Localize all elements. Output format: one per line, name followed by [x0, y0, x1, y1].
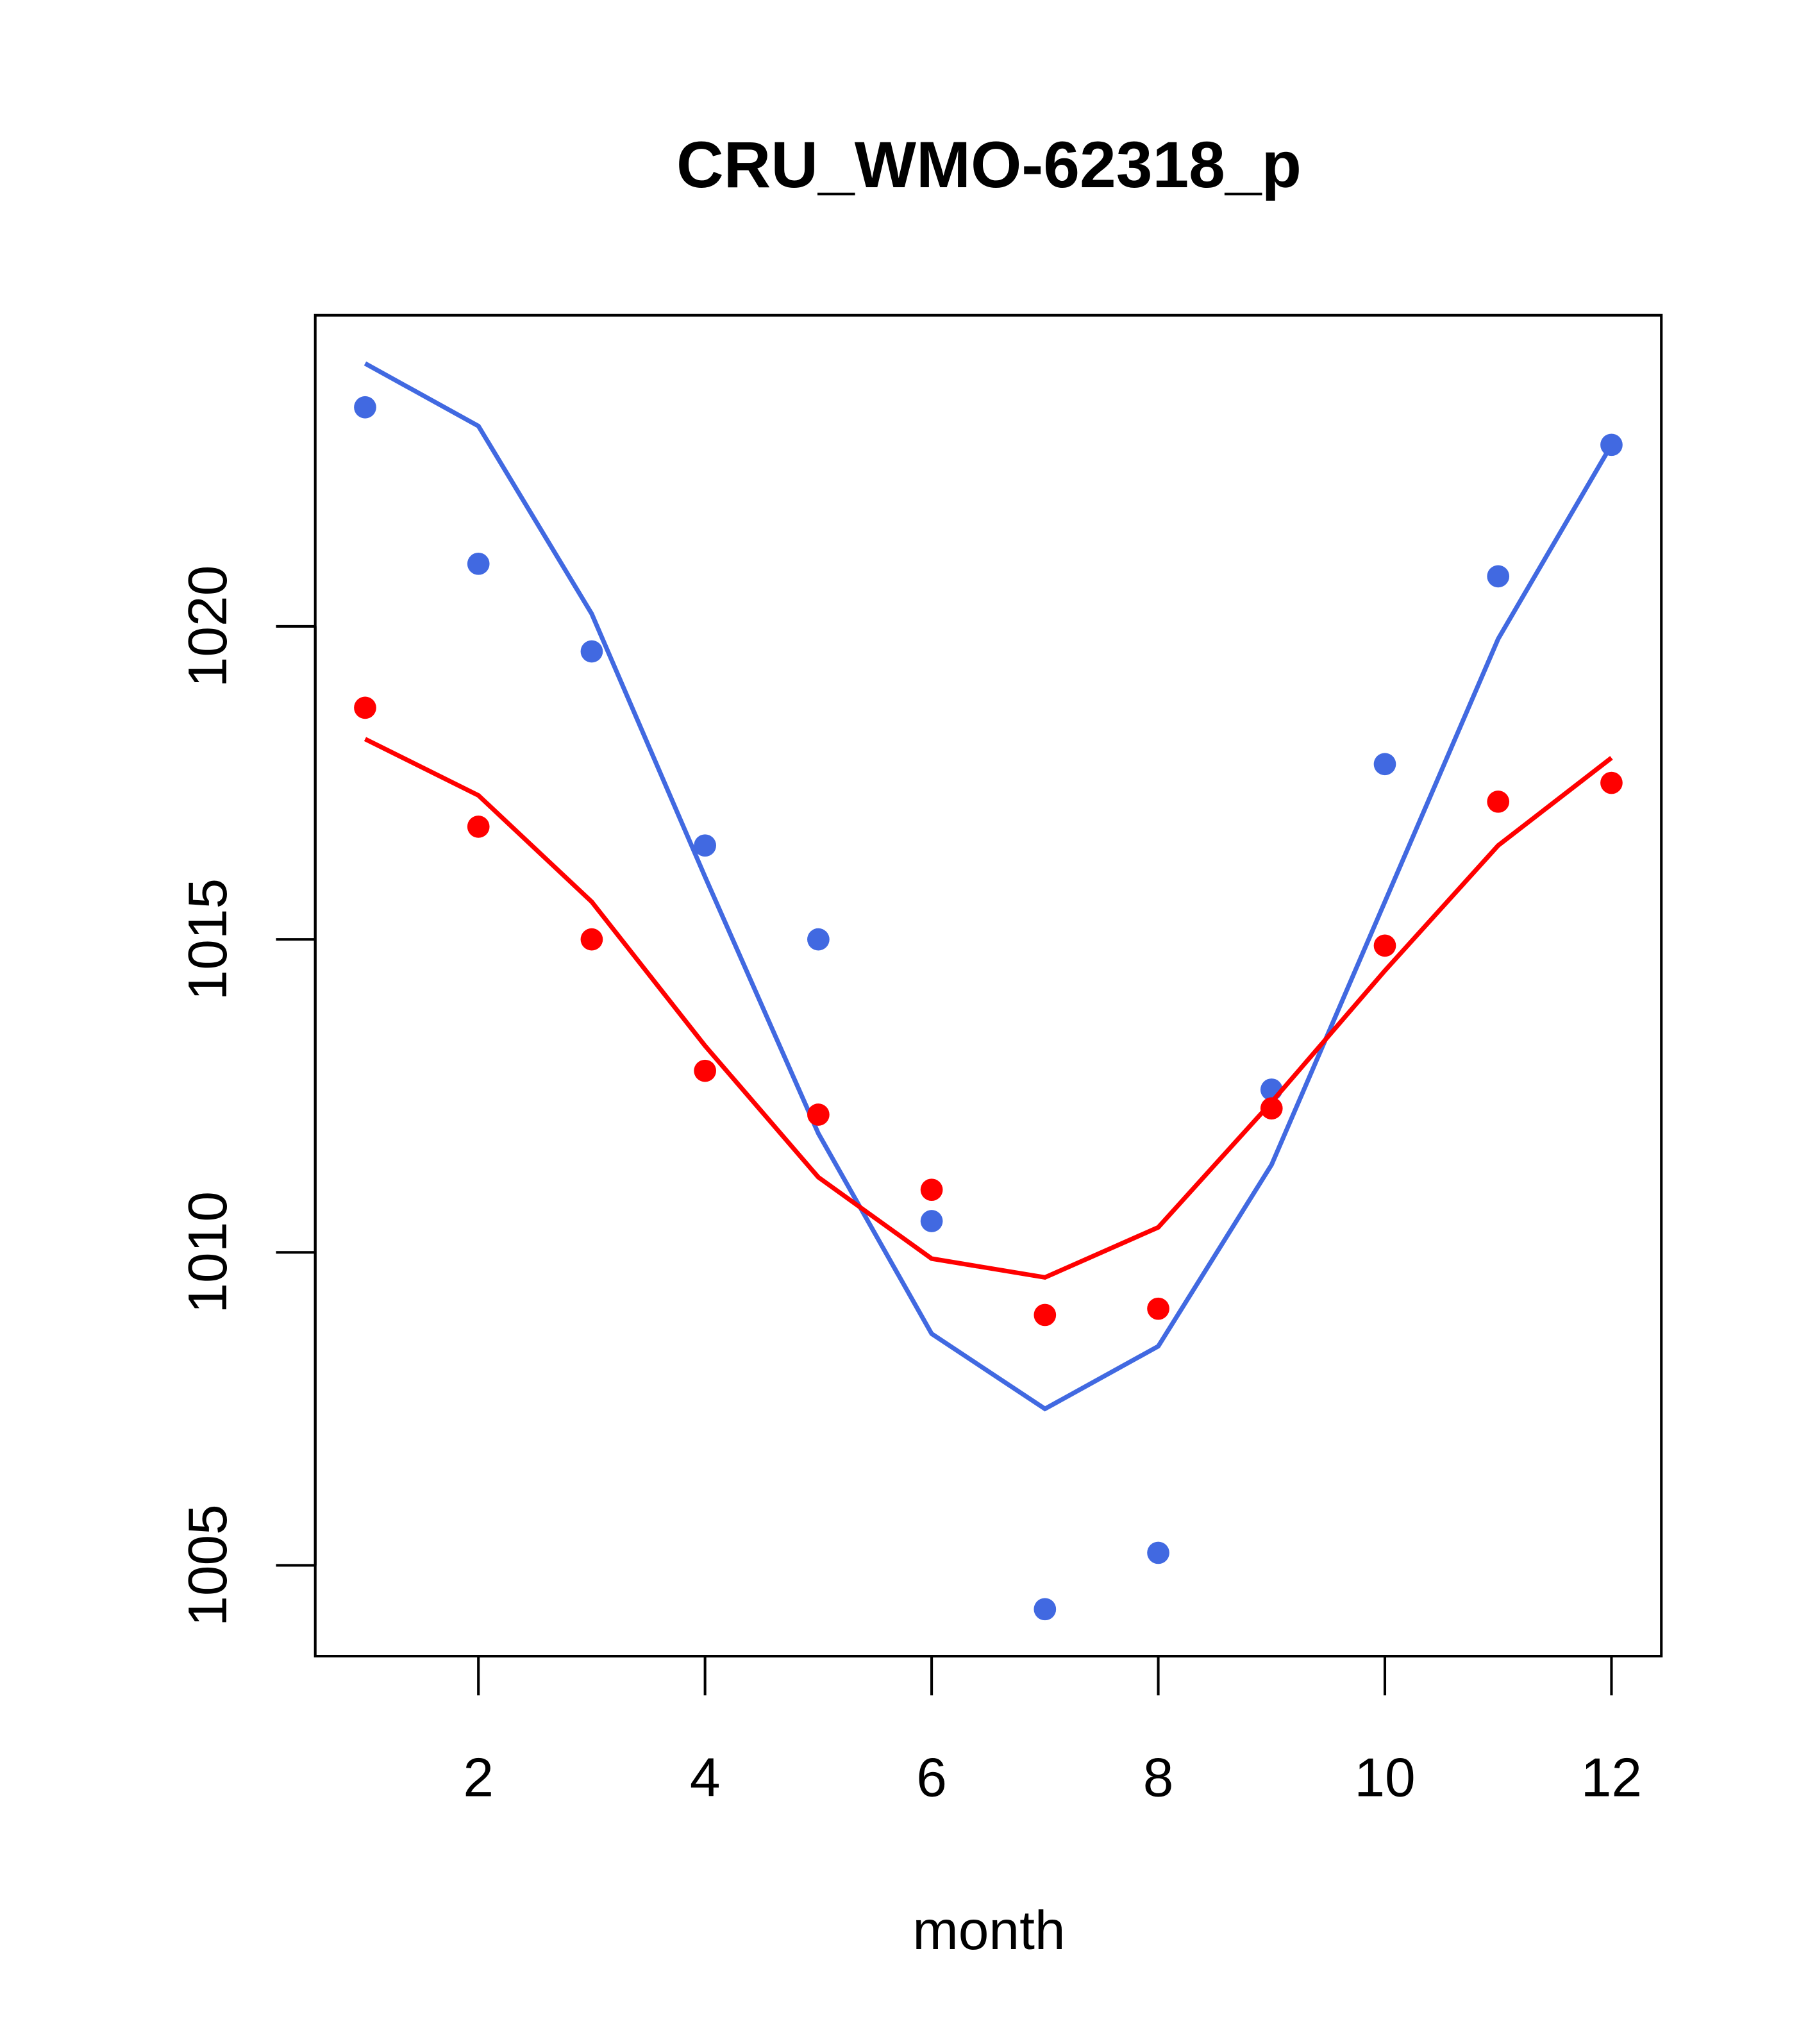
x-tick-label: 10 — [1354, 1747, 1415, 1808]
data-point — [1260, 1097, 1283, 1120]
data-point — [694, 834, 716, 857]
data-point — [354, 396, 376, 419]
data-point — [1373, 753, 1396, 776]
data-point — [467, 816, 490, 838]
data-point — [694, 1059, 716, 1082]
data-point — [467, 552, 490, 575]
x-axis-label: month — [912, 1900, 1065, 1961]
x-tick-label: 6 — [916, 1747, 947, 1808]
data-point — [1600, 771, 1623, 794]
x-tick-label: 4 — [690, 1747, 721, 1808]
y-tick-label: 1015 — [177, 878, 239, 1001]
series-line-1 — [364, 361, 1614, 1412]
y-tick-label: 1010 — [177, 1191, 239, 1314]
data-point — [807, 928, 830, 951]
x-tick-label: 8 — [1143, 1747, 1174, 1808]
data-point — [1487, 565, 1510, 588]
x-axis: 2 4 6 8 10 12 — [463, 1655, 1642, 1808]
data-point — [1034, 1598, 1057, 1621]
chart-title: CRU_WMO-62318_p — [676, 128, 1302, 201]
x-tick-label: 2 — [463, 1747, 494, 1808]
data-point — [920, 1178, 943, 1202]
y-axis: 1005 1010 1015 1020 — [177, 565, 317, 1627]
data-point — [1373, 934, 1396, 957]
data-point — [1034, 1303, 1057, 1327]
data-point — [354, 696, 376, 719]
data-point — [1487, 790, 1510, 813]
data-point — [580, 928, 603, 951]
data-point — [807, 1103, 830, 1126]
plot-frame — [314, 314, 1663, 1658]
y-tick-label: 1005 — [177, 1504, 239, 1627]
data-point — [1147, 1541, 1169, 1564]
data-point — [580, 640, 603, 663]
x-tick-label: 12 — [1581, 1747, 1642, 1808]
series-line-3 — [364, 737, 1613, 1280]
plot-marks — [354, 361, 1623, 1621]
data-point — [1147, 1297, 1169, 1320]
data-point — [920, 1210, 943, 1232]
y-tick-label: 1020 — [177, 565, 239, 688]
